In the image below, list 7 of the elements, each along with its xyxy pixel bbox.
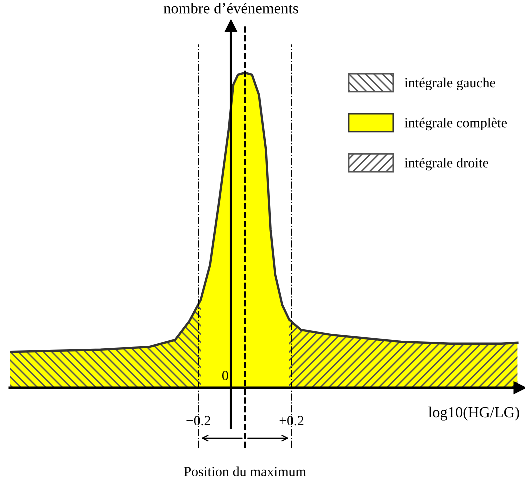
legend-label: intégrale gauche — [404, 78, 496, 91]
legend-label: intégrale droite — [404, 158, 489, 171]
y-axis-title: nombre d’événements — [164, 2, 298, 14]
ref-line-label: Position du maximum — [184, 466, 306, 477]
x-axis-title: log10(HG/LG) — [428, 406, 520, 421]
legend-label: intégrale complète — [404, 118, 508, 131]
ref-line-label: 0 — [222, 371, 228, 380]
